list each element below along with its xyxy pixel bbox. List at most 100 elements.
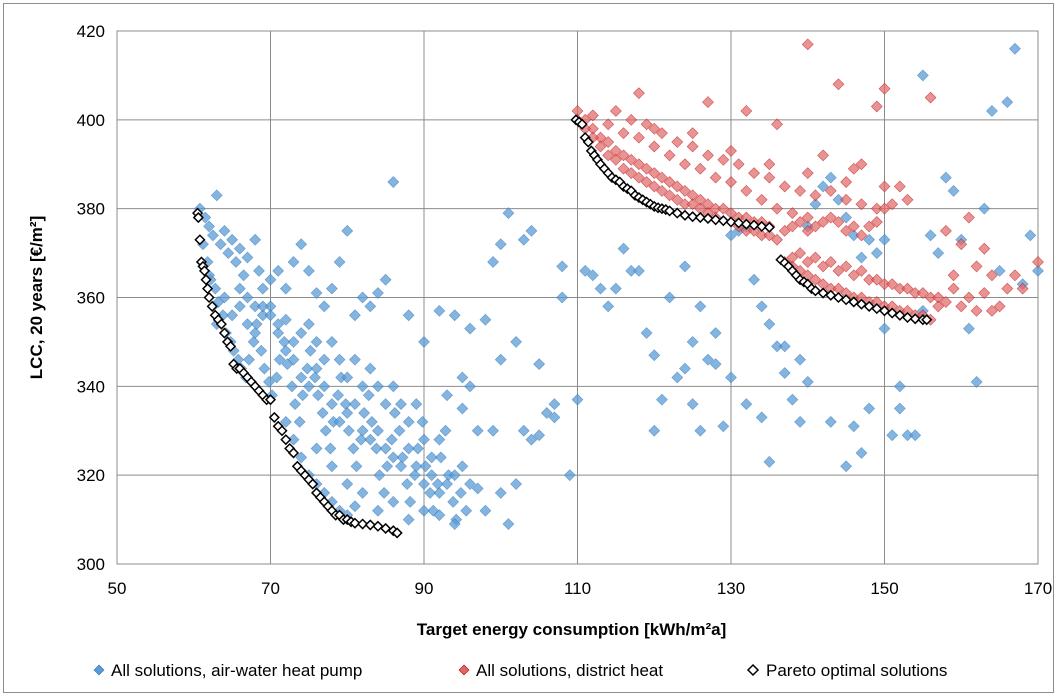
heat-pump-point [548,398,561,411]
pareto-point [748,219,760,231]
heat-pump-point [525,433,538,446]
heat-pump-point [809,198,822,211]
heat-pump-point [255,344,268,357]
heat-pump-point [286,380,298,393]
district-heat-point [947,282,960,295]
district-heat-point [602,149,615,162]
heat-pump-point [671,371,684,384]
heat-pump-point [256,300,269,313]
pareto-point [206,300,218,312]
district-heat-point [663,176,676,188]
district-heat-point [809,220,822,233]
district-heat-point [801,38,814,51]
district-heat-point [625,113,638,126]
heat-pump-point [494,487,507,499]
district-heat-point [832,216,845,228]
district-heat-point [656,127,668,140]
heat-pump-point [439,424,452,437]
heat-pump-point [233,300,246,313]
pareto-point [202,283,214,295]
district-heat-point [840,193,853,206]
district-heat-point [955,238,968,251]
district-heat-point [840,224,853,237]
heat-pump-point [510,478,523,490]
heat-pump-point [318,353,331,366]
y-axis-ticks: 300 320 340 360 380 400 420 [77,22,105,574]
district-heat-point [878,180,891,193]
district-heat-point [778,224,791,237]
district-heat-point [702,149,714,162]
legend-label-heat-pump: All solutions, air-water heat pump [111,661,362,680]
pareto-point [276,425,288,437]
heat-pump-point [778,340,791,353]
district-heat-point [717,202,730,215]
x-tick-label: 130 [717,579,745,598]
district-heat-point [609,105,622,117]
heat-pump-point [312,389,325,402]
heat-pump-point [487,424,499,437]
pareto-point [264,394,277,406]
district-heat-point [993,300,1006,313]
heat-pump-point [594,282,607,295]
heat-pump-point [402,442,415,455]
heat-pump-point [272,327,285,339]
district-heat-point [632,131,645,144]
heat-pump-point [342,424,355,437]
heat-pump-point [379,398,392,411]
pareto-point [582,136,594,148]
heat-pump-point [487,256,499,268]
heat-pump-point [824,415,837,428]
district-heat-point [986,269,998,282]
heat-pump-point [293,415,306,428]
heat-pump-point [233,282,246,295]
district-heat-point [878,82,891,95]
heat-pump-point [893,402,906,415]
heat-pump-point [241,318,254,331]
heat-pump-point [364,300,377,313]
heat-pump-point [447,495,460,508]
data-series [192,38,1044,539]
heat-pump-point [381,460,394,473]
heat-pump-point [222,247,235,260]
district-heat-point [786,207,799,220]
district-heat-point [801,256,814,268]
heat-pump-point [410,460,423,473]
heat-pump-point [372,424,384,437]
heat-pump-point [249,233,262,246]
heat-pump-point [794,415,806,428]
pareto-point [901,311,914,324]
heat-pump-point [279,344,292,357]
district-heat-point [870,216,883,228]
heat-pump-point [471,424,484,437]
heat-pump-point [556,291,569,304]
district-heat-point [924,91,937,104]
district-heat-point [970,260,983,273]
heat-pump-point [302,318,315,331]
heat-pump-point [272,318,285,331]
heat-pump-point [632,264,645,277]
heat-pump-point [970,375,983,388]
heat-pump-point [433,304,446,317]
heat-pump-point [419,460,432,473]
heat-pump-point [563,469,576,482]
heat-pump-point [464,322,476,335]
district-heat-point [886,198,899,211]
heat-pump-point [349,500,361,513]
district-heat-point [847,220,860,233]
heat-pump-point [295,451,308,464]
district-heat-point [717,153,730,166]
district-heat-point [663,189,676,202]
district-heat-point [817,149,830,162]
district-heat-point [832,78,845,91]
heat-pump-point [233,242,246,255]
heat-pump-point [404,495,417,508]
heat-pump-point [740,398,753,411]
heat-pump-point [709,327,722,339]
district-heat-point [586,109,599,122]
legend-item-pareto: Pareto optimal solutions [746,661,947,680]
heat-pump-point [454,487,467,499]
district-heat-point [648,140,661,153]
district-heat-point [778,180,791,193]
district-heat-point [840,260,853,273]
district-heat-point [594,140,607,153]
